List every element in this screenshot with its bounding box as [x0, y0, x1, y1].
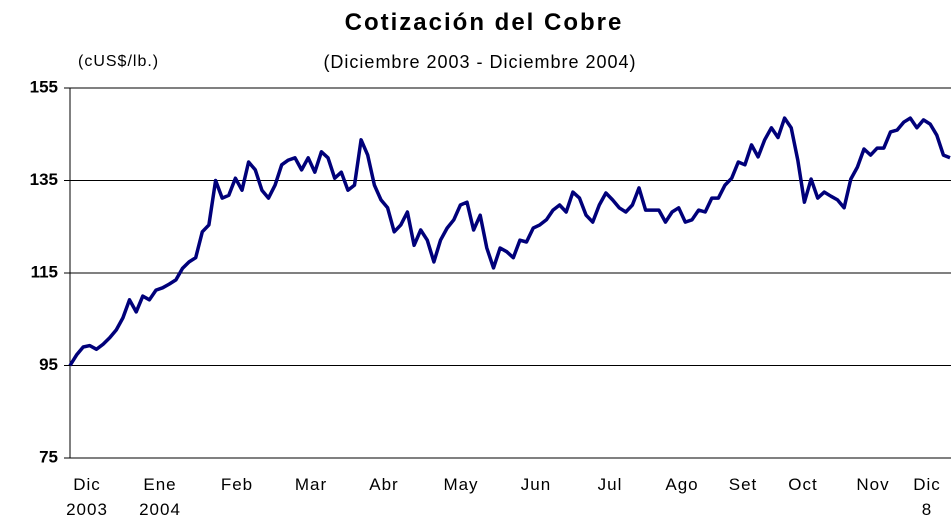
x-tick-label: Mar: [295, 475, 327, 494]
y-tick-label: 75: [39, 447, 58, 466]
y-tick-label: 95: [39, 355, 58, 374]
y-tick-label: 135: [30, 170, 58, 189]
data-line: [68, 116, 951, 367]
x-tick-sublabel: 2004: [139, 500, 181, 519]
y-axis-label: (cUS$/lb.): [78, 53, 159, 70]
y-tick-label: 155: [30, 77, 58, 96]
x-tick-label: Abr: [369, 475, 398, 494]
x-tick-label: May: [443, 475, 478, 494]
x-tick-label: Dic: [73, 475, 101, 494]
chart-title: Cotización del Cobre: [345, 9, 624, 36]
x-tick-label: Dic: [913, 475, 941, 494]
x-tick-label: Ago: [665, 475, 698, 494]
x-tick-label: Ene: [143, 475, 176, 494]
chart-subtitle: (Diciembre 2003 - Diciembre 2004): [323, 52, 636, 72]
x-tick-label: Jun: [521, 475, 551, 494]
x-tick-label: Oct: [788, 475, 817, 494]
x-tick-sublabel: 2003: [66, 500, 108, 519]
x-tick-sublabel: 8: [922, 500, 932, 519]
x-tick-label: Jul: [598, 475, 623, 494]
x-tick-label: Feb: [221, 475, 253, 494]
x-tick-label: Set: [729, 475, 758, 494]
y-tick-label: 115: [31, 262, 58, 281]
x-tick-label: Nov: [856, 475, 889, 494]
